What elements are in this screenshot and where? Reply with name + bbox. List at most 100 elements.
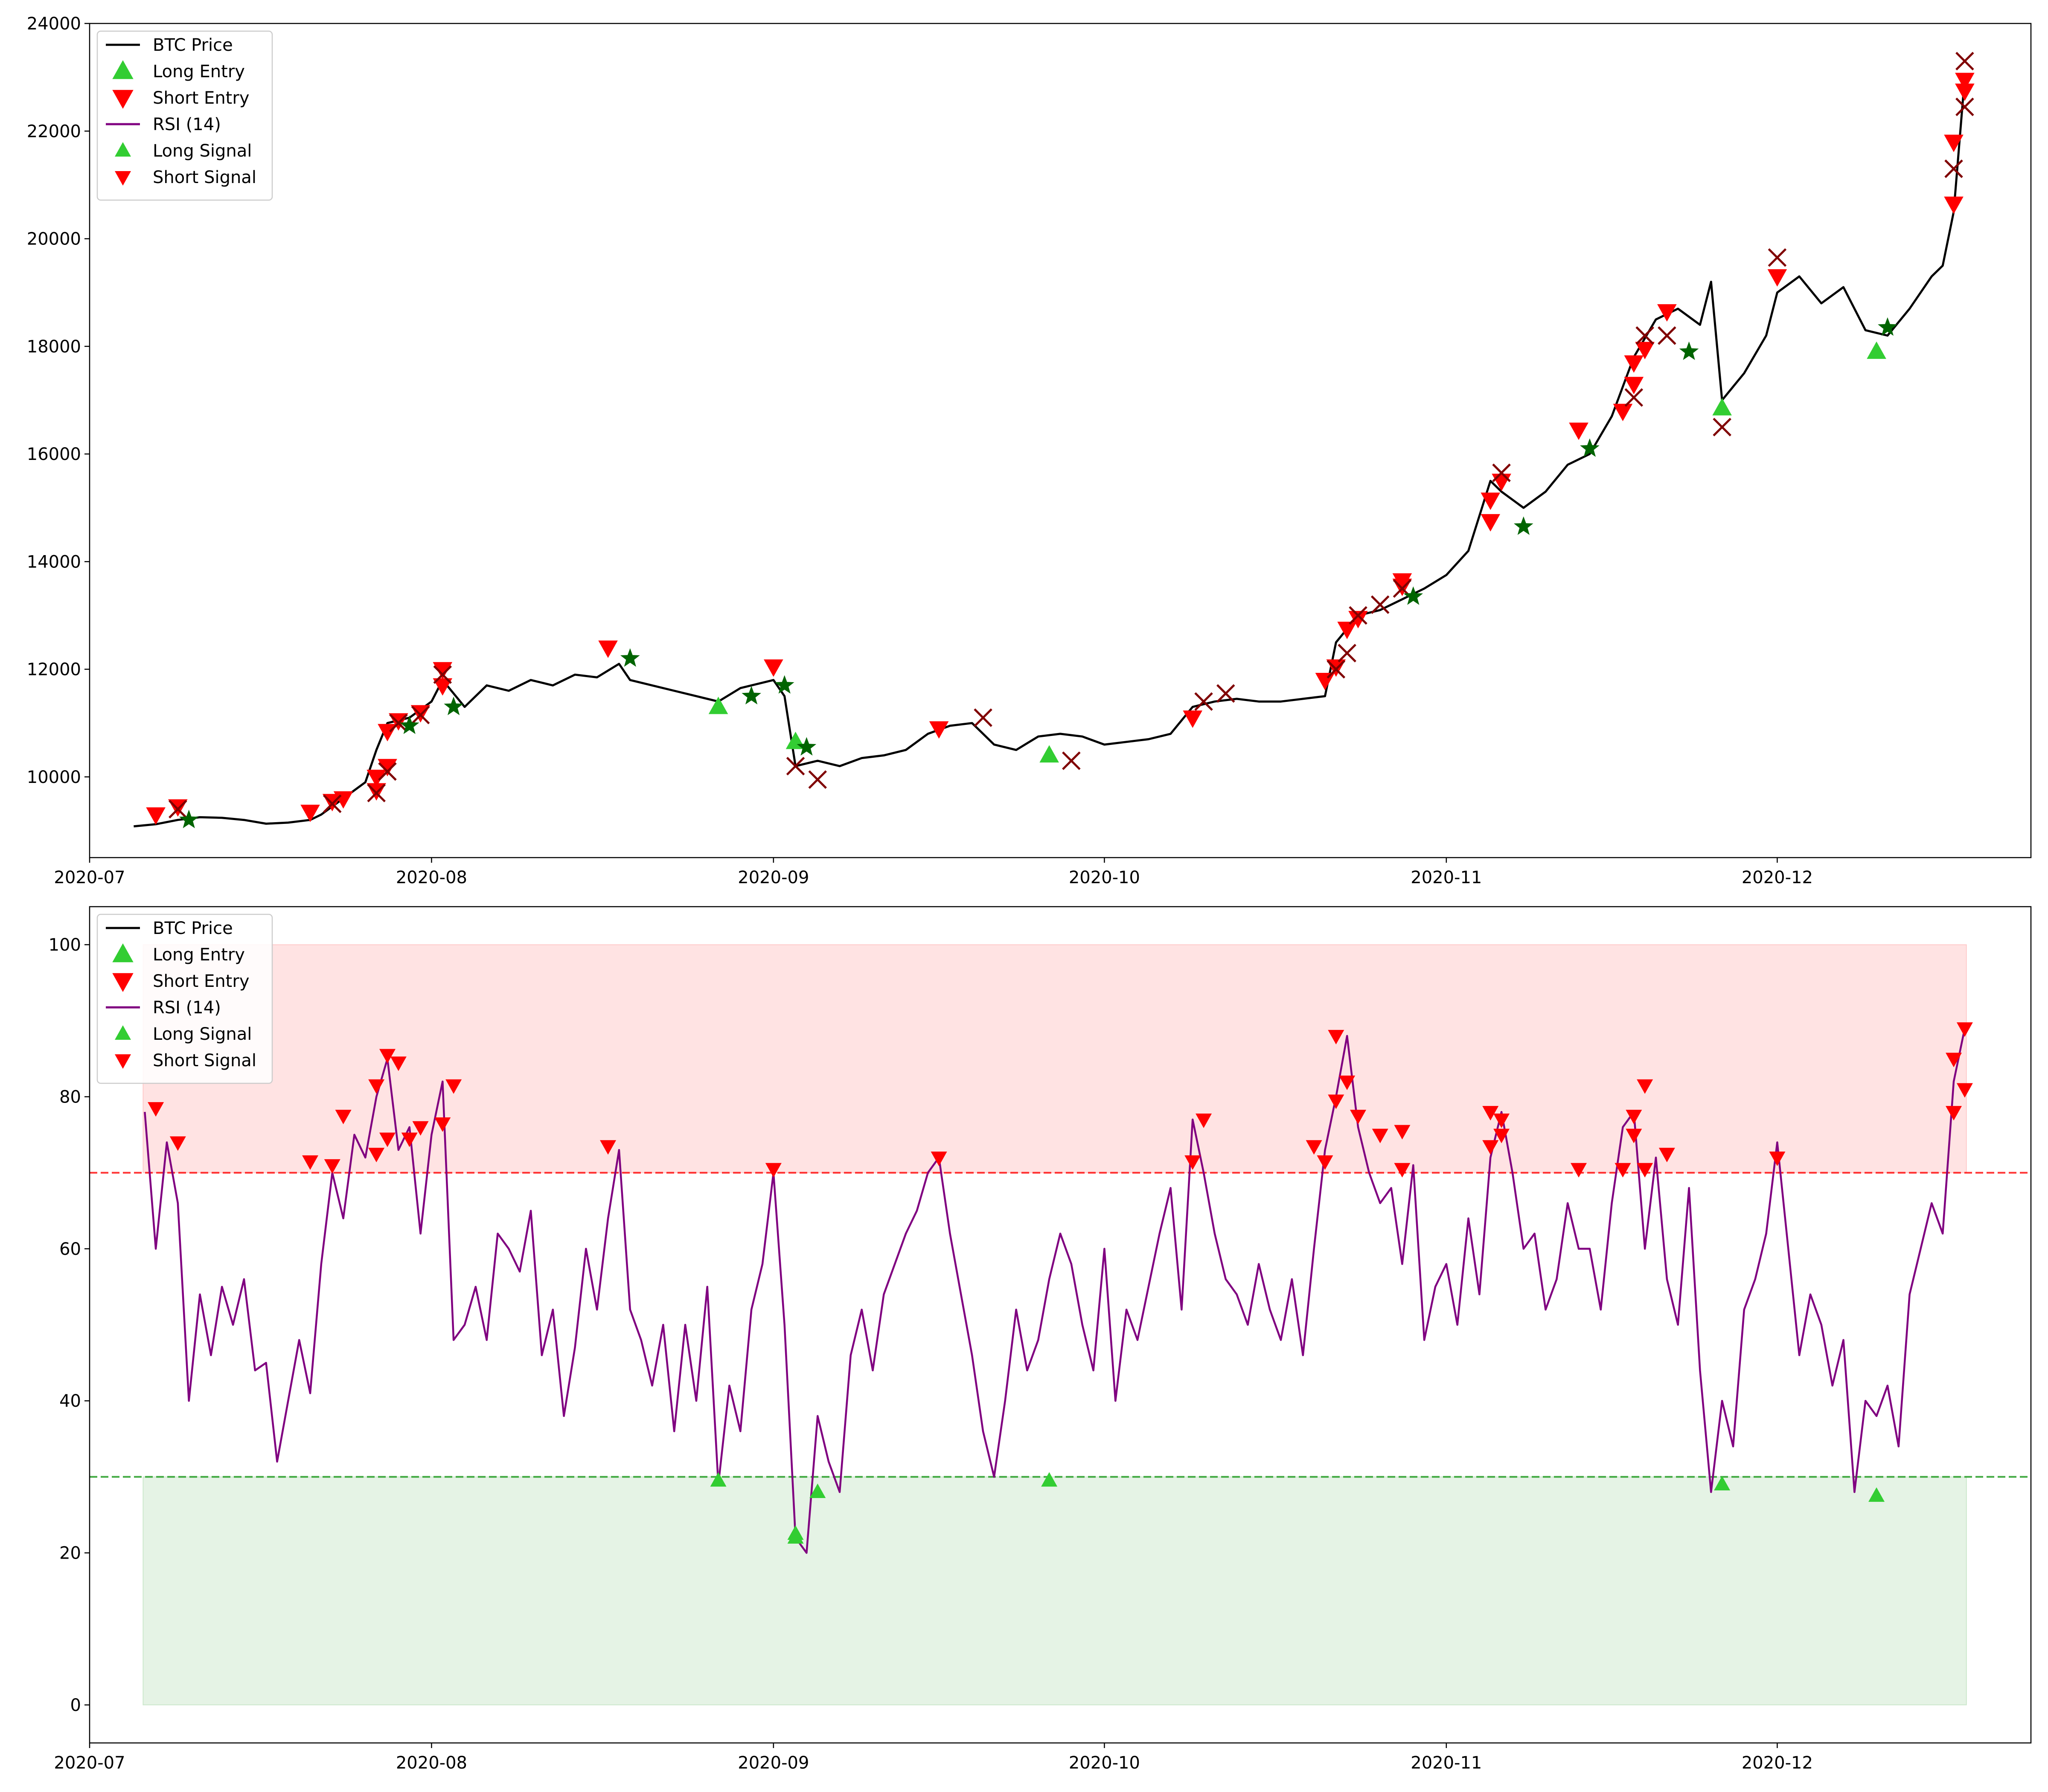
x-tick-label: 2020-07 [54,1753,125,1773]
legend-label: BTC Price [153,919,233,938]
exit-star-marker [1514,516,1533,535]
exit-star-marker [1580,438,1600,457]
short-signal-marker [368,1148,385,1163]
short-signal-marker [1196,1113,1212,1128]
x-tick-label: 2020-10 [1069,1753,1140,1773]
exit-cross-marker [1944,159,1963,178]
short-entry-marker [1315,672,1335,690]
short-signal-marker [148,1102,164,1117]
short-signal-marker [1328,1030,1344,1044]
short-signal-marker [1339,1075,1356,1090]
short-entry-marker [1183,710,1203,728]
short-signal-marker [302,1155,319,1170]
long-signal-marker [710,1472,727,1487]
y-tick-label: 10000 [27,768,81,787]
x-tick-label: 2020-09 [738,868,809,887]
short-entry-marker [1392,573,1412,591]
exit-cross-marker [389,713,408,733]
exit-star-marker [620,648,640,667]
oversold-zone [143,1476,1967,1705]
long-signal-marker [1714,1476,1731,1491]
short-signal-marker [1658,1148,1675,1163]
legend-label: Short Entry [153,88,249,108]
legend-label: Long Entry [153,62,245,81]
short-signal-marker [1946,1053,1962,1068]
short-signal-marker [1482,1106,1499,1121]
y-tick-label: 40 [59,1391,81,1411]
exit-cross-marker [1492,463,1511,482]
short-signal-marker [335,1110,352,1124]
legend-label: Short Signal [153,1051,256,1071]
long-entry-marker [1867,341,1886,359]
short-signal-marker [445,1079,462,1094]
exit-cross-marker [1955,97,1974,116]
y-tick-label: 20000 [27,230,81,249]
short-entry-marker [433,662,453,680]
short-entry-marker [598,640,618,658]
exit-cross-marker [378,762,397,781]
short-signal-marker [1956,1022,1973,1037]
axes-frame [89,906,2032,1744]
exit-cross-marker [169,800,187,819]
short-signal-marker [434,1117,451,1132]
legend-label: BTC Price [153,35,233,55]
short-entry-marker [300,804,320,822]
exit-star-marker [774,675,794,694]
exit-cross-marker [974,708,992,727]
exit-star-marker [1679,341,1699,360]
x-tick-label: 2020-12 [1742,1753,1813,1773]
legend: BTC Price Long Entry Short Entry RSI (14) Lo… [96,913,273,1084]
legend: BTC Price Long Entry Short Entry RSI (14) Lo… [96,30,273,201]
short-signal-marker [1306,1140,1322,1155]
short-signal-marker [931,1152,947,1166]
y-tick-label: 0 [70,1696,81,1715]
short-signal-marker [1637,1079,1653,1094]
exit-star-marker [179,809,199,829]
short-signal-marker [1350,1110,1367,1124]
legend-label: Short Signal [153,168,256,187]
y-tick-label: 60 [59,1239,81,1259]
short-signal-marker [1317,1155,1333,1170]
short-entry-marker [1624,355,1644,373]
short-entry-marker [764,659,783,677]
short-signal-marker [765,1163,782,1178]
legend-triangle-down-swatch [115,171,131,186]
short-signal-marker [1946,1106,1962,1121]
exit-cross-marker [1635,326,1654,345]
short-signal-marker [379,1049,396,1064]
long-entry-marker [708,696,728,714]
short-signal-marker [1394,1125,1411,1140]
short-entry-marker [1635,342,1655,360]
short-signal-marker [1372,1129,1388,1143]
exit-cross-marker [1768,248,1787,267]
long-entry-marker [1039,745,1059,763]
short-signal-marker [1769,1152,1786,1166]
y-tick-label: 24000 [27,14,81,34]
exit-cross-marker [1349,606,1367,625]
exit-cross-marker [1955,52,1974,71]
short-entry-marker [1955,83,1975,101]
long-signal-marker [1868,1487,1885,1502]
legend-label: Short Entry [153,972,249,991]
short-signal-marker [1394,1163,1411,1178]
exit-cross-marker [433,665,452,684]
exit-star-marker [399,716,419,734]
exit-cross-marker [1216,684,1235,703]
price-chart-panel: 10000 12000 14000 16000 18000 20000 22000 24000… [27,14,2032,887]
short-entry-marker [1481,514,1501,532]
exit-cross-marker [1658,326,1676,345]
rsi-chart-panel: 0 20 40 60 80 100 2020-07 2020-08 2020-09 2020-10… [49,906,2032,1773]
exit-cross-marker [1624,388,1644,407]
short-signal-marker [1328,1094,1344,1109]
legend-box [96,913,273,1084]
btc-price-line [134,77,1966,828]
exit-star-marker [1878,317,1897,336]
overbought-zone [143,944,1967,1173]
short-signal-marker [1571,1163,1587,1178]
legend-triangle-up-swatch [115,1025,131,1040]
x-tick-label: 2020-10 [1069,868,1140,887]
legend-label: RSI (14) [153,998,221,1018]
exit-cross-marker [1062,751,1081,770]
exit-star-marker [797,737,817,756]
